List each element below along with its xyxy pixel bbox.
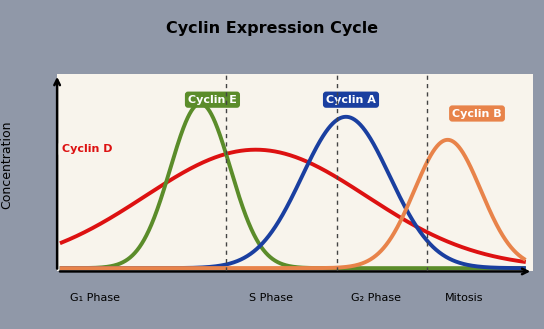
Text: Cyclin A: Cyclin A xyxy=(326,95,376,105)
Text: Cyclin E: Cyclin E xyxy=(188,95,237,105)
Text: Cyclin D: Cyclin D xyxy=(62,144,113,154)
Text: Cyclin B: Cyclin B xyxy=(452,109,502,118)
Text: G₂ Phase: G₂ Phase xyxy=(351,293,401,303)
Text: Concentration: Concentration xyxy=(0,120,13,209)
Text: G₁ Phase: G₁ Phase xyxy=(70,293,120,303)
Text: Mitosis: Mitosis xyxy=(445,293,484,303)
Text: Cyclin Expression Cycle: Cyclin Expression Cycle xyxy=(166,20,378,36)
Text: S Phase: S Phase xyxy=(249,293,293,303)
